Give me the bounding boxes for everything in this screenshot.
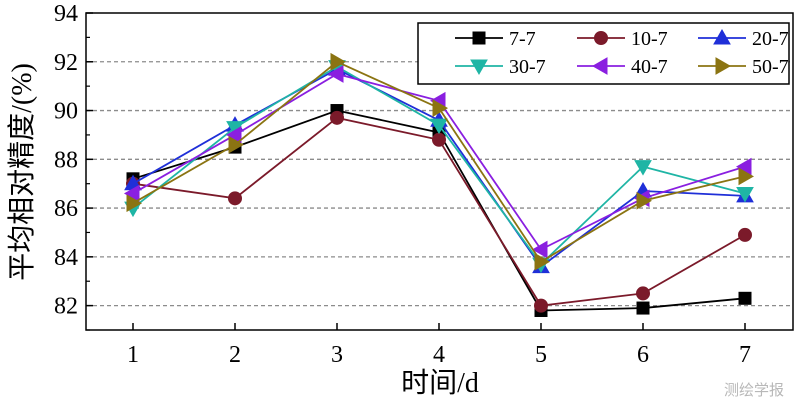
data-point bbox=[430, 118, 448, 135]
legend-item: 10-7 bbox=[577, 28, 668, 50]
y-tick-label: 82 bbox=[54, 294, 78, 320]
data-point bbox=[713, 28, 731, 45]
series-layer bbox=[123, 52, 755, 317]
data-point bbox=[470, 59, 488, 76]
data-point bbox=[738, 227, 752, 242]
data-point bbox=[432, 99, 449, 117]
y-tick-label: 94 bbox=[54, 1, 78, 27]
x-tick-label: 7 bbox=[739, 342, 751, 368]
data-point bbox=[636, 301, 650, 315]
y-axis-title: 平均相对精度/(%) bbox=[6, 63, 38, 281]
data-point bbox=[228, 191, 242, 206]
x-axis-title: 时间/d bbox=[401, 367, 479, 399]
legend-item: 40-7 bbox=[577, 56, 668, 78]
legend-label: 7-7 bbox=[509, 28, 536, 50]
data-point bbox=[225, 126, 242, 144]
legend-item: 30-7 bbox=[455, 56, 546, 78]
y-tick-label: 84 bbox=[54, 245, 78, 271]
legend-item: 50-7 bbox=[698, 56, 789, 78]
x-tick-label: 1 bbox=[127, 342, 139, 368]
y-tick-label: 88 bbox=[54, 147, 78, 173]
data-point bbox=[327, 65, 344, 83]
legend-label: 20-7 bbox=[752, 28, 789, 50]
axes: 82 84 86 88 90 92 94 1 2 3 4 5 6 7 bbox=[54, 1, 751, 368]
x-tick-label: 5 bbox=[535, 342, 547, 368]
x-tick-label: 2 bbox=[229, 342, 241, 368]
data-point bbox=[715, 57, 732, 75]
y-tick-label: 92 bbox=[54, 50, 78, 76]
y-tick-label: 86 bbox=[54, 196, 78, 222]
legend-label: 50-7 bbox=[752, 56, 789, 78]
data-point bbox=[736, 186, 754, 203]
watermark-text: 测绘学报 bbox=[724, 381, 784, 399]
data-point bbox=[591, 57, 608, 75]
data-point bbox=[738, 167, 755, 186]
data-point bbox=[636, 286, 650, 301]
data-point bbox=[634, 160, 652, 176]
legend-label: 40-7 bbox=[631, 56, 668, 78]
data-point bbox=[472, 31, 486, 45]
data-point bbox=[636, 191, 653, 210]
data-point bbox=[735, 157, 752, 176]
legend-item: 7-7 bbox=[455, 28, 536, 50]
series-line bbox=[132, 60, 746, 263]
data-point bbox=[534, 252, 551, 271]
data-point bbox=[534, 298, 548, 313]
series-10-7 bbox=[126, 110, 752, 313]
data-point bbox=[531, 240, 548, 259]
legend-label: 30-7 bbox=[509, 56, 546, 78]
series-30-7 bbox=[124, 60, 754, 274]
data-point bbox=[738, 291, 752, 305]
data-point bbox=[432, 132, 446, 147]
series-50-7 bbox=[126, 52, 755, 271]
legend-item: 20-7 bbox=[698, 28, 789, 50]
data-point bbox=[594, 31, 608, 45]
data-point bbox=[330, 110, 344, 125]
y-tick-label: 90 bbox=[54, 99, 78, 125]
x-tick-label: 6 bbox=[637, 342, 649, 368]
data-point bbox=[123, 184, 140, 203]
data-point bbox=[126, 194, 143, 213]
legend-label: 10-7 bbox=[631, 28, 668, 50]
x-tick-label: 4 bbox=[433, 342, 445, 368]
legend: 7-7 10-7 20-7 30-7 40-7 50-7 bbox=[417, 22, 790, 85]
series-40-7 bbox=[123, 65, 752, 259]
data-point bbox=[228, 135, 245, 154]
x-tick-label: 3 bbox=[331, 342, 343, 368]
data-point bbox=[330, 52, 347, 71]
series-20-7 bbox=[124, 60, 754, 274]
